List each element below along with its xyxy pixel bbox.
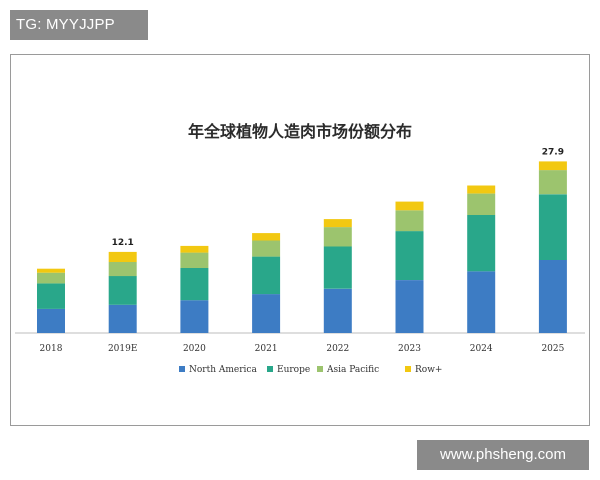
legend-swatch	[405, 366, 411, 372]
bar-2025-asia-pacific	[538, 170, 567, 195]
legend-label: Row+	[415, 365, 442, 375]
bar-2020-asia-pacific	[180, 252, 209, 268]
legend-label: Europe	[277, 365, 310, 375]
bar-2021-asia-pacific	[252, 240, 281, 257]
x-tick-label: 2024	[470, 344, 493, 354]
x-tick-label: 2025	[541, 344, 564, 354]
legend-label: Asia Pacific	[326, 365, 379, 375]
bar-2018-europe	[37, 283, 65, 309]
bar-2019E-north-america	[108, 304, 137, 333]
bar-2023-asia-pacific	[395, 210, 424, 232]
bar-2018-north-america	[37, 308, 65, 333]
bar-2019E-asia-pacific	[108, 262, 137, 277]
data-label: 27.9	[542, 147, 564, 157]
bar-2022-row-	[323, 219, 352, 228]
bar-2025-north-america	[538, 259, 567, 333]
bar-2020-europe	[180, 268, 209, 301]
bar-2021-north-america	[252, 294, 281, 333]
bar-2024-north-america	[467, 271, 496, 333]
x-tick-label: 2022	[326, 344, 349, 354]
legend-swatch	[179, 366, 185, 372]
legend-label: North America	[189, 365, 257, 375]
x-tick-label: 2020	[183, 344, 206, 354]
bar-2023-row-	[395, 201, 424, 211]
bar-2019E-europe	[108, 276, 137, 305]
bar-2020-row-	[180, 245, 209, 253]
bar-2022-europe	[323, 246, 352, 289]
x-tick-label: 2018	[40, 344, 63, 354]
legend-swatch	[267, 366, 273, 372]
bar-2019E-row-	[108, 251, 137, 262]
chart-title: 年全球植物人造肉市场份额分布	[187, 122, 412, 141]
bar-2022-asia-pacific	[323, 227, 352, 247]
bar-2021-europe	[252, 256, 281, 295]
bar-2024-row-	[467, 185, 496, 194]
bar-2023-north-america	[395, 280, 424, 333]
bar-2018-row-	[37, 268, 65, 273]
x-tick-label: 2019E	[108, 344, 137, 354]
legend-swatch	[317, 366, 323, 372]
x-tick-label: 2021	[255, 344, 278, 354]
bar-2021-row-	[252, 233, 281, 241]
bar-2022-north-america	[323, 288, 352, 333]
x-tick-label: 2023	[398, 344, 421, 354]
bar-2020-north-america	[180, 300, 209, 333]
bar-2025-europe	[538, 194, 567, 260]
watermark-bottom: www.phsheng.com	[417, 440, 589, 470]
bar-2018-asia-pacific	[37, 272, 65, 284]
bar-2024-europe	[467, 215, 496, 272]
bar-2024-asia-pacific	[467, 193, 496, 215]
watermark-top: TG: MYYJJPP	[10, 10, 148, 40]
bar-2025-row-	[538, 161, 567, 171]
data-label: 12.1	[112, 238, 134, 248]
bar-2023-europe	[395, 231, 424, 280]
